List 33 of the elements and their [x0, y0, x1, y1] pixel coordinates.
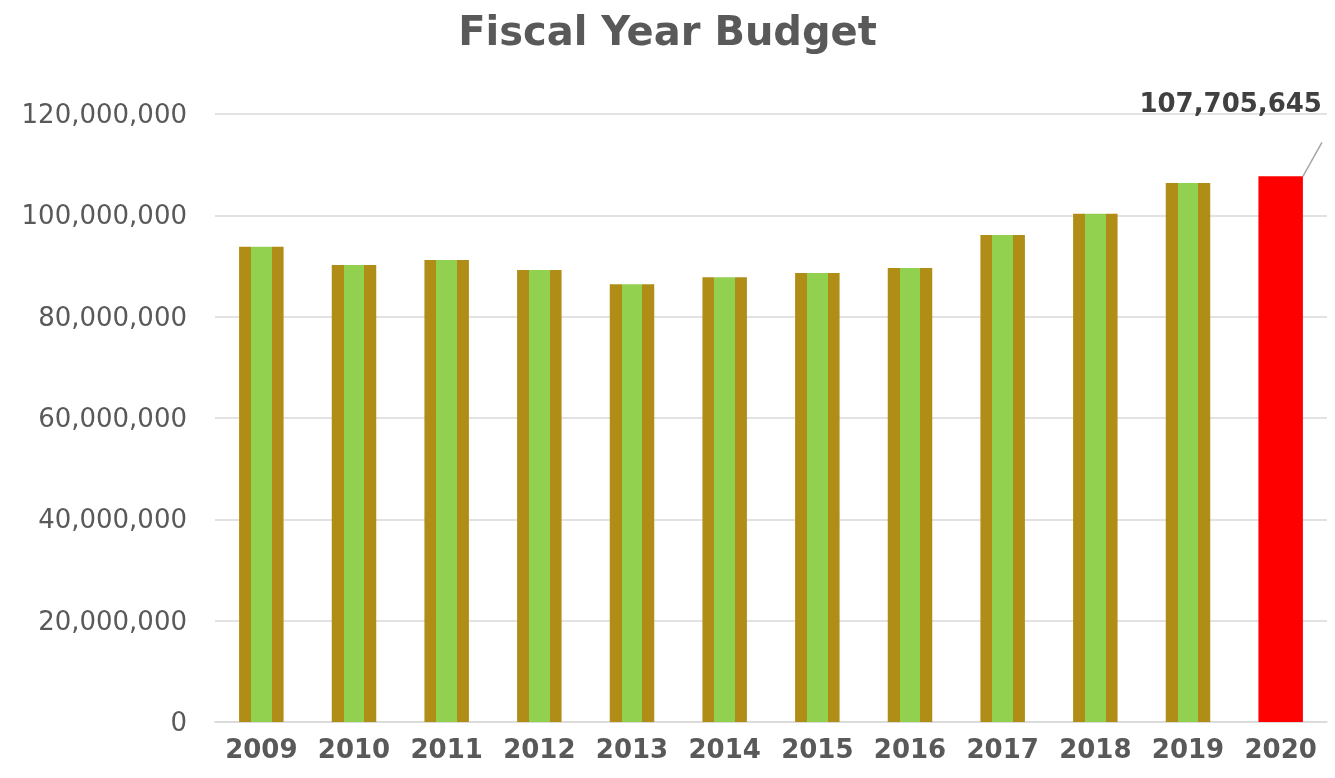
y-tick-label: 60,000,000 — [38, 403, 187, 433]
bar — [424, 259, 469, 722]
x-tick-label: 2009 — [225, 734, 298, 764]
x-tick-label: 2014 — [688, 734, 761, 764]
bar — [1165, 182, 1211, 722]
bar — [1258, 176, 1303, 722]
y-tick-label: 0 — [170, 707, 187, 737]
x-tick-label: 2010 — [317, 734, 391, 764]
bar — [517, 270, 562, 722]
x-tick-label: 2013 — [595, 734, 669, 764]
x-tick-label: 2016 — [873, 734, 947, 764]
bar — [702, 277, 747, 722]
data-label: 107,705,645 — [1139, 88, 1322, 119]
y-tick-label: 40,000,000 — [38, 504, 187, 535]
x-tick-label: 2019 — [1151, 734, 1225, 764]
x-tick-label: 2020 — [1244, 734, 1317, 764]
y-tick-label: 80,000,000 — [38, 301, 187, 332]
x-tick-label: 2018 — [1059, 734, 1132, 764]
bar — [331, 264, 377, 722]
y-tick-label: 100,000,000 — [21, 200, 187, 231]
x-tick-label: 2011 — [410, 734, 483, 764]
x-tick-label: 2017 — [966, 734, 1039, 764]
bar — [887, 268, 933, 722]
y-tick-label: 20,000,000 — [38, 605, 187, 636]
y-tick-label: 120,000,000 — [21, 99, 187, 129]
bar — [795, 273, 840, 722]
x-tick-label: 2012 — [503, 734, 576, 764]
chart-title: Fiscal Year Budget — [458, 8, 877, 54]
bar — [1073, 213, 1118, 722]
bar — [609, 284, 655, 722]
bar — [239, 246, 284, 722]
bar — [980, 235, 1025, 722]
x-tick-label: 2015 — [781, 734, 854, 764]
